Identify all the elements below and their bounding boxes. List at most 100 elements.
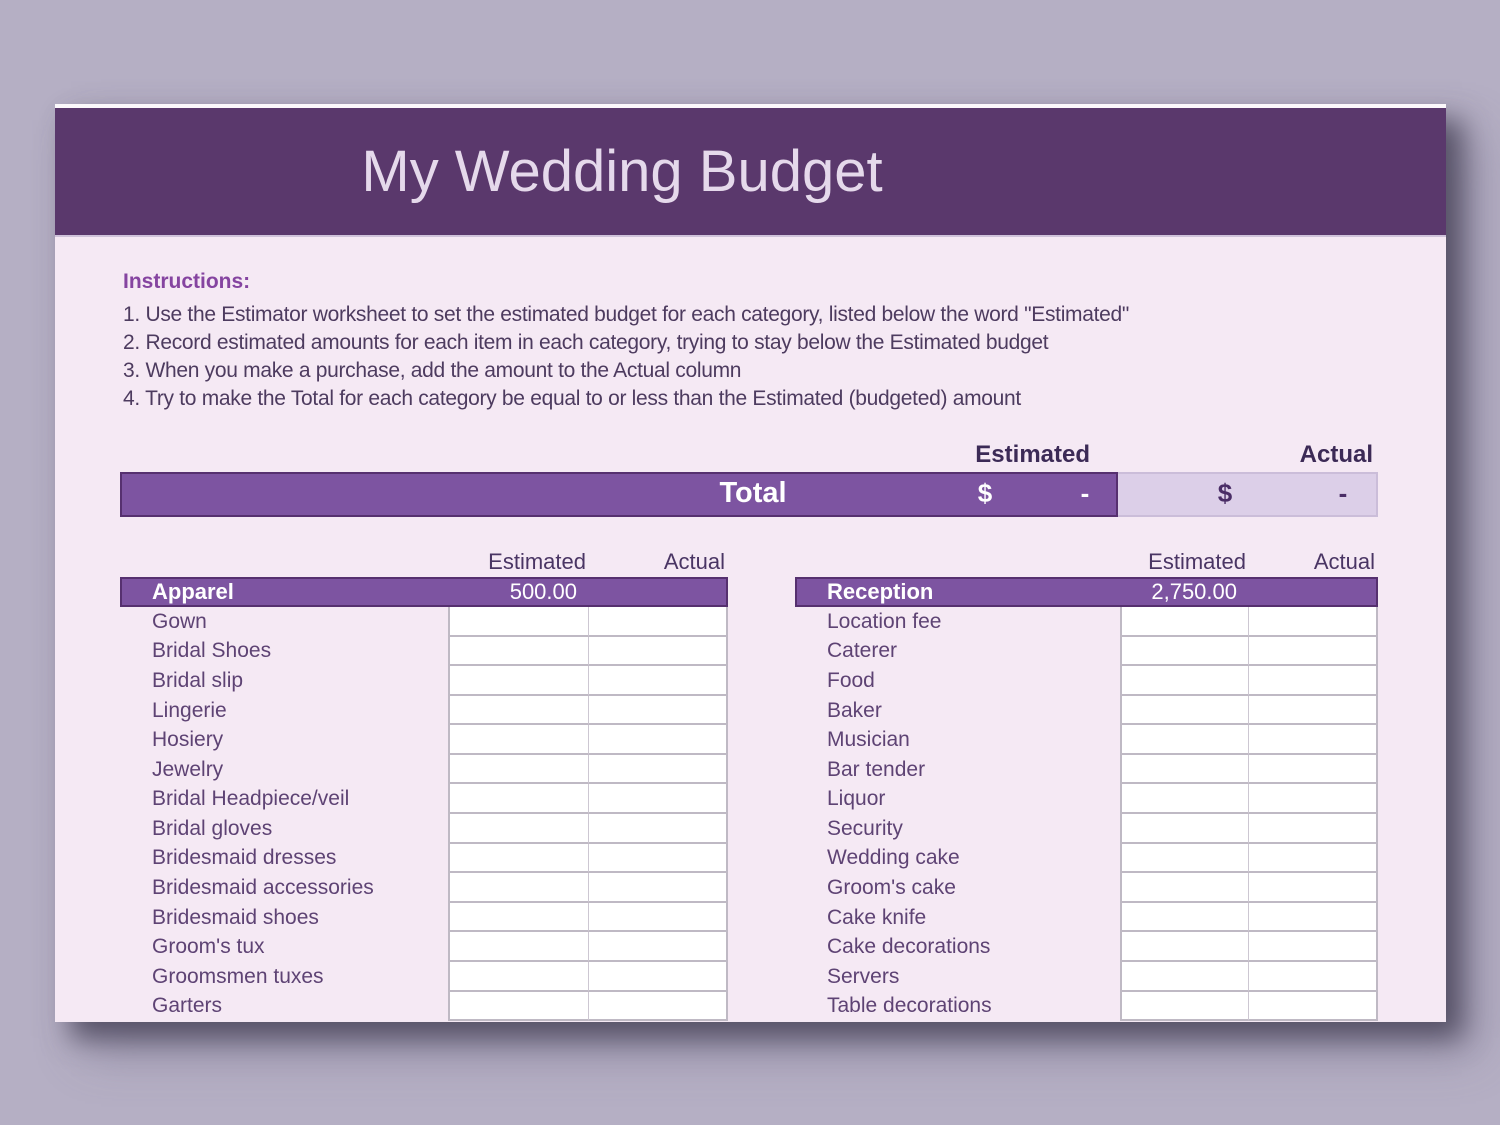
estimated-cell[interactable] <box>1120 873 1249 903</box>
estimated-cell[interactable] <box>1120 784 1249 815</box>
actual-cell[interactable] <box>589 991 728 1022</box>
item-row: Caterer <box>795 636 1378 667</box>
grand-total-estimated-header: Estimated <box>975 441 1090 468</box>
item-row: Bridesmaid shoes <box>120 902 728 933</box>
estimated-cell[interactable] <box>1120 814 1249 844</box>
item-label: Servers <box>827 964 900 988</box>
actual-cell[interactable] <box>589 961 728 992</box>
estimated-cell[interactable] <box>448 991 589 1022</box>
estimated-cell[interactable] <box>448 784 589 815</box>
actual-cell[interactable] <box>1249 902 1378 933</box>
item-row: Bar tender <box>795 754 1378 785</box>
grand-total-estimated-currency: $ <box>977 478 993 508</box>
actual-cell[interactable] <box>589 873 728 903</box>
actual-cell[interactable] <box>1249 991 1378 1022</box>
estimated-cell[interactable] <box>1120 607 1249 637</box>
actual-cell[interactable] <box>589 784 728 815</box>
item-row: Musician <box>795 725 1378 755</box>
actual-cell[interactable] <box>589 754 728 785</box>
item-row: Bridesmaid dresses <box>120 843 728 874</box>
instructions-heading: Instructions: <box>123 270 251 293</box>
estimated-cell[interactable] <box>1120 725 1249 755</box>
estimated-cell[interactable] <box>448 873 589 903</box>
estimated-cell[interactable] <box>448 725 589 755</box>
apparel-table: Estimated Actual Apparel 500.00 Gown Brid… <box>120 547 728 1022</box>
page-title: My Wedding Budget <box>361 139 883 204</box>
instruction-line: 3. When you make a purchase, add the amo… <box>123 359 742 382</box>
actual-cell[interactable] <box>589 666 728 696</box>
item-label: Wedding cake <box>827 846 960 870</box>
estimated-cell[interactable] <box>448 843 589 874</box>
estimated-cell[interactable] <box>1120 666 1249 696</box>
item-label: Lingerie <box>152 698 227 722</box>
reception-column-headers: Estimated Actual <box>795 547 1378 577</box>
actual-cell[interactable] <box>1249 843 1378 874</box>
actual-cell[interactable] <box>1249 607 1378 637</box>
item-label: Bridal Shoes <box>152 639 272 663</box>
grand-total-estimated-band <box>120 472 1118 517</box>
item-row: Garters <box>120 991 728 1022</box>
reception-category-label: Reception <box>827 579 934 604</box>
actual-cell[interactable] <box>1249 695 1378 726</box>
estimated-cell[interactable] <box>1120 695 1249 726</box>
item-row: Baker <box>795 695 1378 726</box>
item-label: Hosiery <box>152 728 224 752</box>
item-label: Caterer <box>827 639 898 663</box>
estimated-cell[interactable] <box>1120 636 1249 667</box>
reception-table: Estimated Actual Reception 2,750.00 Loca… <box>795 547 1378 1022</box>
apparel-actual-header: Actual <box>663 549 725 574</box>
grand-total-actual-value: - <box>1338 478 1348 508</box>
estimated-cell[interactable] <box>448 902 589 933</box>
actual-cell[interactable] <box>589 843 728 874</box>
actual-cell[interactable] <box>1249 961 1378 992</box>
item-label: Jewelry <box>152 757 224 781</box>
estimated-cell[interactable] <box>448 754 589 785</box>
reception-item-rows: Location fee Caterer Food Baker Musician Bar … <box>795 607 1378 1022</box>
actual-cell[interactable] <box>589 814 728 844</box>
estimated-cell[interactable] <box>1120 902 1249 933</box>
actual-cell[interactable] <box>589 607 728 637</box>
estimated-cell[interactable] <box>1120 843 1249 874</box>
actual-cell[interactable] <box>1249 873 1378 903</box>
item-label: Groomsmen tuxes <box>152 964 324 988</box>
estimated-cell[interactable] <box>1120 932 1249 962</box>
reception-category-row: Reception 2,750.00 <box>795 577 1378 607</box>
estimated-cell[interactable] <box>448 814 589 844</box>
actual-cell[interactable] <box>589 695 728 726</box>
estimated-cell[interactable] <box>448 607 589 637</box>
title-bar <box>55 108 1446 237</box>
estimated-cell[interactable] <box>448 961 589 992</box>
item-label: Bar tender <box>827 757 926 781</box>
apparel-category-label: Apparel <box>152 579 234 604</box>
estimated-cell[interactable] <box>448 636 589 667</box>
actual-cell[interactable] <box>1249 666 1378 696</box>
instruction-line: 4. Try to make the Total for each catego… <box>123 387 1021 410</box>
actual-cell[interactable] <box>1249 754 1378 785</box>
item-row: Food <box>795 666 1378 696</box>
instructions-lines: 1. Use the Estimator worksheet to set th… <box>123 301 1129 413</box>
apparel-category-estimated-cell[interactable]: 500.00 <box>509 579 577 604</box>
actual-cell[interactable] <box>1249 814 1378 844</box>
item-label: Groom's cake <box>827 875 956 899</box>
item-row: Groom's cake <box>795 873 1378 903</box>
actual-cell[interactable] <box>1249 725 1378 755</box>
actual-cell[interactable] <box>589 902 728 933</box>
item-row: Bridal Shoes <box>120 636 728 667</box>
estimated-cell[interactable] <box>448 695 589 726</box>
estimated-cell[interactable] <box>448 666 589 696</box>
reception-actual-header: Actual <box>1313 549 1375 574</box>
item-row: Bridal Headpiece/veil <box>120 784 728 815</box>
estimated-cell[interactable] <box>1120 961 1249 992</box>
item-row: Location fee <box>795 607 1378 637</box>
reception-category-estimated-cell[interactable]: 2,750.00 <box>1151 579 1237 604</box>
actual-cell[interactable] <box>1249 636 1378 667</box>
actual-cell[interactable] <box>589 932 728 962</box>
actual-cell[interactable] <box>1249 932 1378 962</box>
estimated-cell[interactable] <box>1120 991 1249 1022</box>
estimated-cell[interactable] <box>1120 754 1249 785</box>
actual-cell[interactable] <box>589 636 728 667</box>
estimated-cell[interactable] <box>448 932 589 962</box>
actual-cell[interactable] <box>1249 784 1378 815</box>
actual-cell[interactable] <box>589 725 728 755</box>
